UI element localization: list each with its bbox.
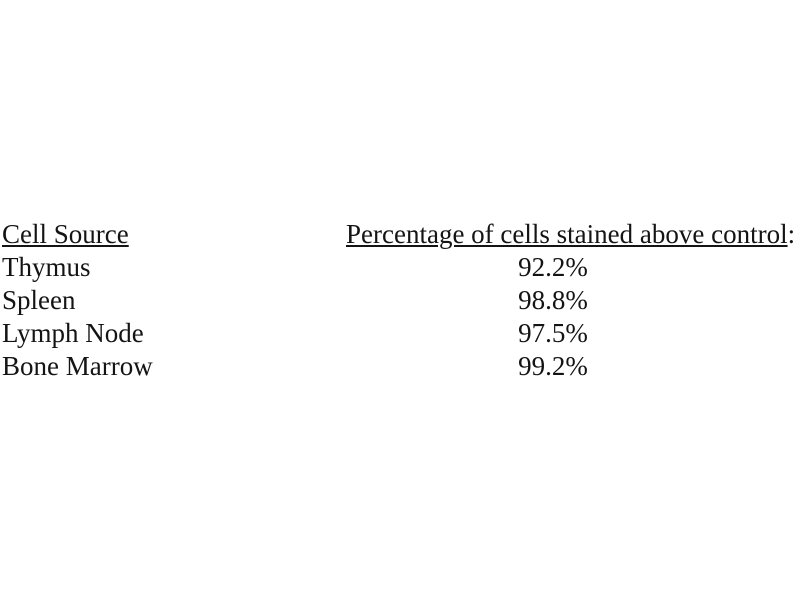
row-value-spleen: 98.8% — [518, 285, 588, 315]
header-percentage: Percentage of cells stained above contro… — [346, 218, 798, 251]
table-row: Bone Marrow 99.2% — [2, 350, 798, 383]
staining-results-table: Cell Source Percentage of cells stained … — [2, 218, 798, 383]
table-row: Lymph Node 97.5% — [2, 317, 798, 350]
table-row: Spleen 98.8% — [2, 284, 798, 317]
row-label-thymus: Thymus — [2, 252, 91, 282]
header-cell-source-label: Cell Source — [2, 219, 129, 249]
table-header-row: Cell Source Percentage of cells stained … — [2, 218, 798, 251]
header-percentage-label: Percentage of cells stained above contro… — [346, 219, 788, 249]
row-value-bone-marrow: 99.2% — [518, 351, 588, 381]
header-cell-source: Cell Source — [2, 218, 346, 251]
row-value-thymus: 92.2% — [518, 252, 588, 282]
row-value-lymph-node: 97.5% — [518, 318, 588, 348]
row-label-lymph-node: Lymph Node — [2, 318, 144, 348]
table-row: Thymus 92.2% — [2, 251, 798, 284]
header-percentage-suffix: : — [787, 219, 796, 249]
row-label-bone-marrow: Bone Marrow — [2, 351, 153, 381]
row-label-spleen: Spleen — [2, 285, 76, 315]
